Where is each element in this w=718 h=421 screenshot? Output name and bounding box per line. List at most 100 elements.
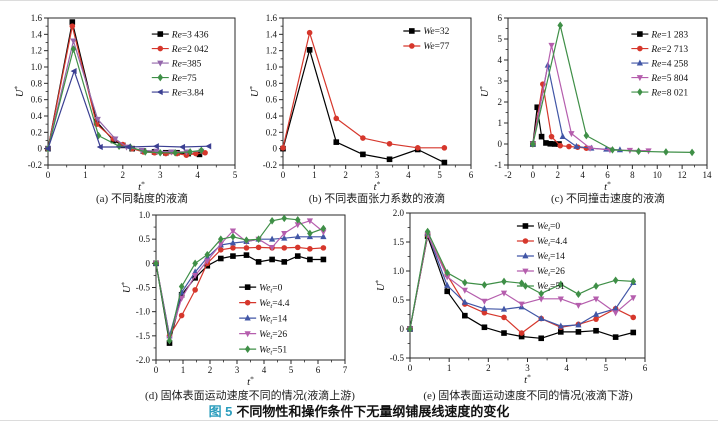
x-tick-label: 4 [262,365,267,375]
legend-entry-label: Wet=51 [537,282,565,293]
y-tick-label: -1.5 [136,331,151,341]
y-tick-label: 4 [498,55,503,65]
x-tick-label: 1 [312,170,317,180]
legend-entry-label: Wet=51 [259,345,287,356]
x-tick-label: 0 [46,170,51,180]
y-axis-label: U* [120,282,134,294]
y-tick-label: 0 [38,144,43,154]
legend-entry-label: Wet=14 [259,314,287,325]
y-axis-label: U* [250,86,261,98]
x-tick-label: 0 [281,170,286,180]
y-tick-label: 1.4 [31,29,43,39]
legend-entry-label: Wet=26 [537,267,565,278]
y-tick-label: 0 [400,324,405,334]
y-tick-label: 2.0 [393,208,405,218]
x-tick-label: 2 [121,170,126,180]
y-tick-label: 0.4 [31,111,43,121]
x-tick-label: 2 [556,170,561,180]
y-tick-label: 1.2 [266,46,277,56]
x-axis-label: t* [247,375,254,388]
y-tick-label: 1.4 [266,29,278,39]
legend-entry-label: Re=3 436 [171,30,209,40]
x-tick-label: 6 [605,170,610,180]
x-tick-label: 0 [408,363,413,373]
legend-entry-label: Re=1 283 [650,30,688,40]
y-tick-label: -0.5 [390,353,405,363]
x-tick-label: 0 [154,365,159,375]
y-tick-label: -0.5 [136,283,151,293]
x-tick-label: 12 [678,170,687,180]
x-tick-label: 1 [181,365,186,375]
legend: Wet=0 Wet=4.4 Wet=14 Wet=26 Wet=51 [239,283,290,356]
y-tick-label: 1.0 [393,266,405,276]
legend-entry-label: Wet=0 [537,222,560,233]
y-tick-label: -0.2 [263,160,277,170]
x-tick-label: 2 [486,363,491,373]
y-tick-label: 0.4 [266,111,278,121]
legend-entry-label: We=32 [423,27,449,37]
legend-entry-label: Wet=4.4 [259,299,290,310]
y-tick-label: -0.2 [28,160,42,170]
series-We-51 [407,227,637,333]
y-axis-label: U* [374,280,388,292]
y-tick-label: 0.6 [266,95,278,105]
legend-entry-label: We=77 [423,42,449,52]
y-tick-label: 1.5 [393,237,405,247]
legend-entry-label: Re=3.84 [171,88,204,98]
y-tick-label: 1 [498,118,503,128]
legend-entry-label: Re=8 021 [650,88,688,98]
legend: Wet=0 Wet=4.4 Wet=14 Wet=26 Wet=51 [516,222,568,293]
x-axis-label: t* [374,180,381,194]
series-We-77 [280,29,448,151]
y-tick-label: 1.0 [31,62,43,72]
legend-entry-label: Re=2 713 [650,45,688,55]
x-tick-label: 4 [564,363,569,373]
x-tick-label: 0 [531,170,536,180]
y-tick-label: 0.8 [31,78,43,88]
x-tick-label: 14 [703,170,713,180]
subplot-b-caption: (b) 不同表面张力系数的液滴 [308,193,446,205]
figure-title: 图 5 不同物性和操作条件下无量纲铺展线速度的变化 [0,401,718,420]
y-tick-label: -2.0 [136,355,151,365]
x-tick-label: 2 [343,170,348,180]
legend: We=32 We=77 [403,27,450,52]
x-axis-label: t* [604,180,611,194]
y-tick-label: 0.6 [31,95,43,105]
x-tick-label: 2 [208,365,213,375]
y-tick-label: 1.6 [266,13,278,23]
y-tick-label: -1.0 [136,307,151,317]
y-tick-label: 0 [146,258,151,268]
legend-entry-label: Wet=14 [537,252,565,263]
y-tick-label: 1.0 [266,62,278,72]
x-tick-label: 3 [158,170,163,180]
x-tick-label: 1 [83,170,88,180]
subplot-e-plot: 0 1 2 3 4 5 6-0.500.51.01.52.0t*U*Wet=0Wet=4.4… [374,208,648,387]
figure-title-tag: 图 5 [208,404,233,419]
y-tick-label: 1.0 [139,210,151,220]
legend-entry-label: Re=385 [171,59,202,69]
legend-entry-label: Wet=4.4 [537,237,568,248]
x-tick-label: 3 [525,363,530,373]
y-tick-label: 5 [498,34,503,44]
series-We-14 [152,233,327,339]
y-tick-label: 0.5 [139,234,151,244]
x-tick-label: 3 [235,365,240,375]
series-We-26 [406,232,637,333]
y-tick-label: 0.2 [266,127,277,137]
y-tick-label: 1.2 [31,46,42,56]
x-tick-label: 5 [604,363,609,373]
x-tick-label: 7 [343,365,348,375]
y-tick-label: 2 [498,97,503,107]
x-tick-label: 5 [437,170,442,180]
axes: 0 1 2 3 4 5 -0.2 0 0.2 0.4 0.6 0.8 1.0 1.2 1.4 1.6 [28,13,238,180]
series-We-51 [153,214,327,345]
page-rule-top [0,0,718,1]
x-axis-label: t* [524,373,531,387]
subplot-b-plot: 0 1 2 3 4 5 6 -0.2 0 0.2 0.4 0.6 0.8 1.0 1.2 1.4 1.6 t* U*… [250,13,474,194]
legend-entry-label: Re=4 258 [650,59,688,69]
legend-entry-label: Re=75 [171,74,197,84]
x-tick-label: 6 [643,363,648,373]
